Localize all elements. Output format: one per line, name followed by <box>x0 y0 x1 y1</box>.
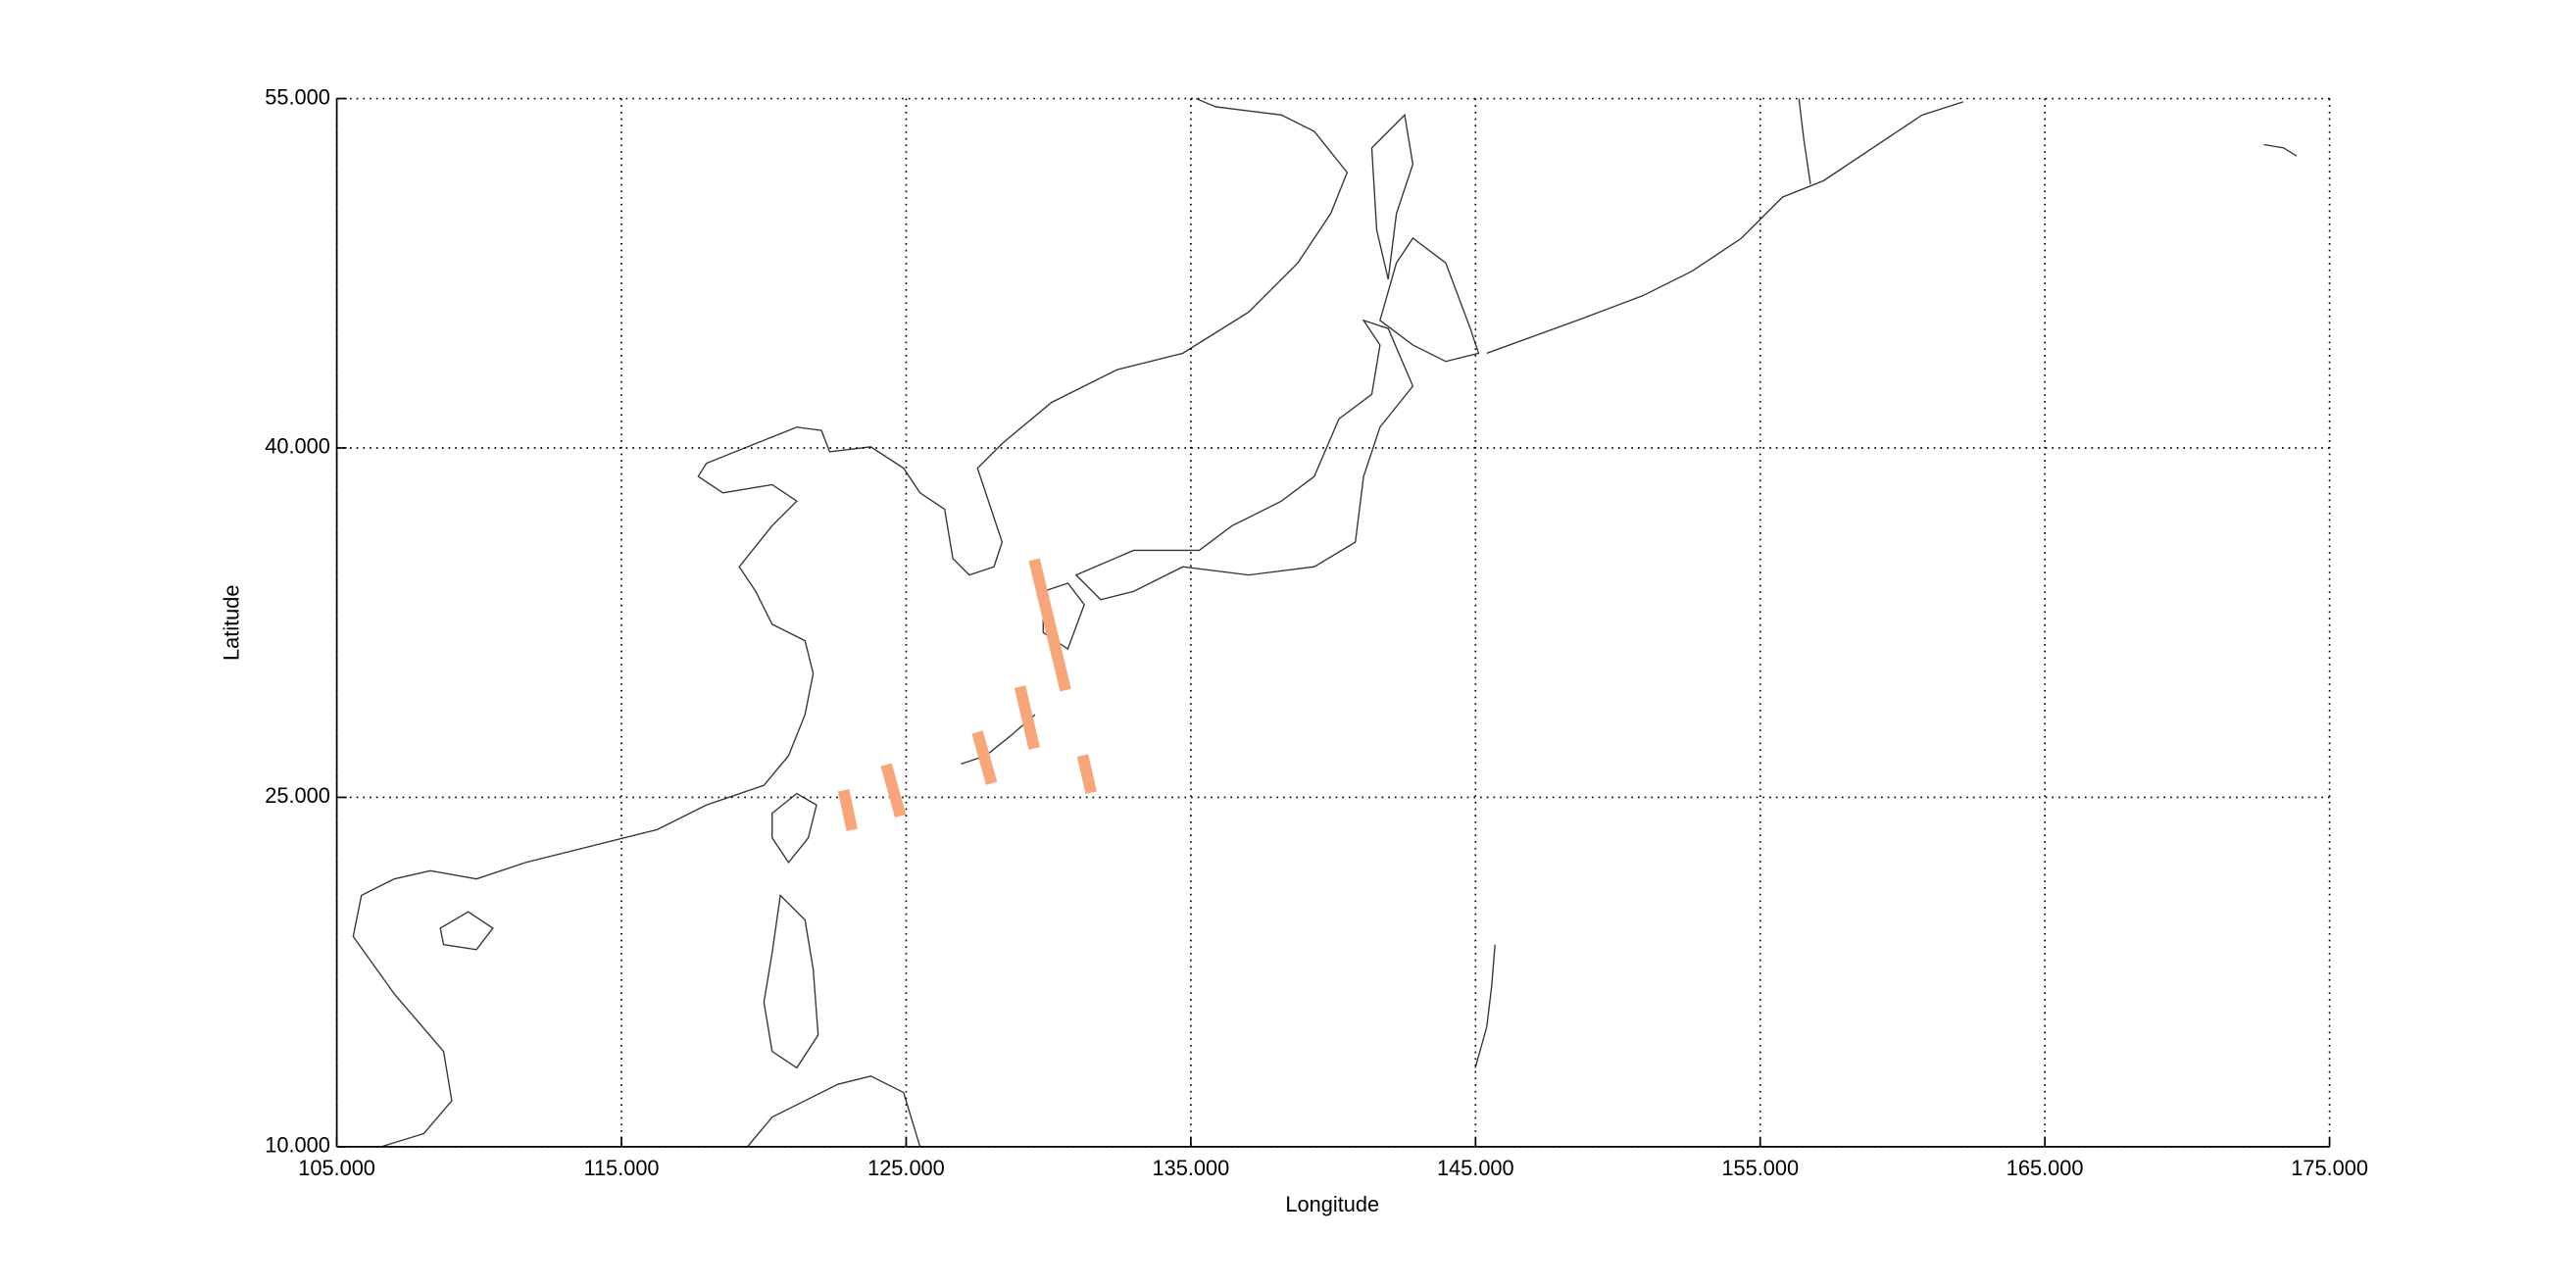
coastline-kyushu <box>1042 582 1085 651</box>
swath <box>837 789 858 831</box>
swath <box>1076 754 1097 794</box>
x-tick-label: 115.000 <box>583 1156 659 1180</box>
coastline-kurils <box>1486 101 1964 354</box>
swath <box>971 730 998 785</box>
coastline-hokkaido <box>1379 237 1480 363</box>
y-tick-label: 25.000 <box>265 783 330 808</box>
x-tick-label: 175.000 <box>2291 1156 2368 1180</box>
swath <box>1028 558 1071 692</box>
coastline-ryukyu <box>961 714 1036 765</box>
y-tick-label: 10.000 <box>265 1133 330 1158</box>
coastline-sakhalin <box>1370 113 1414 280</box>
y-axis-label: Latitude <box>220 584 244 660</box>
coastline-hainan <box>439 911 494 951</box>
coastline-honshu <box>1074 319 1414 601</box>
coastline <box>352 97 2298 1148</box>
x-tick-label: 105.000 <box>298 1156 375 1180</box>
coastline-visayas <box>747 1075 921 1148</box>
coastline-taiwan <box>771 792 817 865</box>
x-tick-label: 165.000 <box>2006 1156 2084 1180</box>
coastline-marianas <box>1474 944 1496 1068</box>
x-tick-label: 155.000 <box>1721 1156 1799 1180</box>
coastline-mainland <box>352 97 1349 1148</box>
coastline-aleutian <box>2263 143 2298 157</box>
swath <box>1014 685 1040 750</box>
x-tick-label: 145.000 <box>1437 1156 1514 1180</box>
x-tick-label: 135.000 <box>1153 1156 1230 1180</box>
y-tick-label: 40.000 <box>265 434 330 459</box>
x-tick-label: 125.000 <box>867 1156 945 1180</box>
coastline-luzon <box>763 894 819 1069</box>
coastline-kamchatka <box>1798 98 1811 184</box>
swath <box>880 763 907 818</box>
x-axis-label: Longitude <box>1285 1192 1379 1216</box>
y-tick-label: 55.000 <box>265 84 330 109</box>
